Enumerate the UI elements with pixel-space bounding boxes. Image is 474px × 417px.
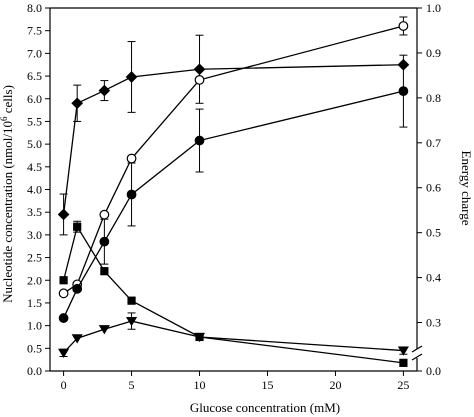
- y-tick-label: 3.5: [27, 205, 42, 219]
- data-point: [71, 97, 84, 110]
- y2-tick-label: 0.5: [426, 226, 441, 240]
- data-point: [99, 236, 110, 247]
- data-point: [194, 135, 205, 146]
- y-tick-label: 6.5: [27, 69, 42, 83]
- x-tick-label: 20: [329, 378, 341, 392]
- data-point: [126, 153, 137, 164]
- series-line: [62, 225, 404, 364]
- data-point: [73, 222, 82, 231]
- x-axis-title: Glucose concentration (mM): [190, 400, 340, 415]
- data-point: [126, 189, 137, 200]
- series-circle-000000: [58, 54, 409, 323]
- y-tick-label: 7.0: [27, 46, 42, 60]
- series-line: [63, 320, 404, 354]
- y2-break-mark-upper: [411, 345, 423, 353]
- y-axis-title: Nucleotide concentration (nmol/106 cells…: [0, 85, 15, 303]
- x-tick-label: 0: [61, 378, 67, 392]
- data-point: [397, 346, 409, 356]
- series-circle-ffffff: [58, 16, 409, 299]
- y-tick-label: 2.5: [27, 251, 42, 265]
- data-point: [125, 316, 138, 327]
- series-line: [62, 64, 404, 215]
- y-tick-label: 1.0: [27, 319, 42, 333]
- series-triangle-down-000000: [58, 312, 409, 359]
- x-tick-label: 25: [397, 378, 409, 392]
- y-axis-title-main: Nucleotide concentration (nmol/10: [0, 121, 15, 303]
- y2-tick-label: 0.3: [426, 316, 441, 330]
- x-tick-label: 10: [194, 378, 206, 392]
- y2-break-mark-lower: [411, 353, 423, 361]
- y2-axis-title: Energy charge: [459, 151, 474, 226]
- data-point: [127, 296, 136, 305]
- y-tick-label: 4.0: [27, 183, 42, 197]
- y-tick-label: 0.5: [27, 341, 42, 355]
- y-tick-label: 7.5: [27, 24, 42, 38]
- data-point: [193, 332, 206, 343]
- y2-tick-label: 0.4: [426, 271, 441, 285]
- data-point: [193, 63, 206, 76]
- data-point: [98, 325, 110, 335]
- y-tick-label: 6.0: [27, 92, 42, 106]
- y-tick-label: 2.0: [27, 273, 42, 287]
- y-axis-title-sup: 6: [0, 116, 9, 121]
- y2-tick-label: 0.9: [426, 46, 441, 60]
- data-point: [98, 84, 111, 97]
- data-point: [71, 334, 83, 344]
- y-tick-label: 4.5: [27, 160, 42, 174]
- series-diamond-000000: [57, 34, 410, 236]
- y2-tick-label: 0.6: [426, 181, 441, 195]
- series-line: [63, 90, 404, 319]
- data-point: [99, 209, 110, 220]
- data-point: [100, 267, 109, 276]
- y-tick-label: 1.5: [27, 296, 42, 310]
- y2-tick-label: 1.0: [426, 1, 441, 15]
- y-tick-label: 3.0: [27, 228, 42, 242]
- data-point: [59, 276, 68, 285]
- data-point: [57, 208, 70, 221]
- data-point: [72, 283, 83, 294]
- data-point: [125, 71, 138, 83]
- series-square-000000: [59, 220, 408, 367]
- data-point: [58, 288, 69, 299]
- data-point: [399, 358, 408, 367]
- data-point: [398, 21, 409, 31]
- data-point: [398, 86, 409, 97]
- series-layer: [57, 16, 410, 367]
- data-point: [58, 313, 69, 323]
- y2-tick-label: 0.7: [426, 136, 441, 150]
- y-axis-title-tail: cells): [0, 85, 15, 116]
- y2-tick-label: 0.8: [426, 91, 441, 105]
- y-tick-label: 0.0: [27, 364, 42, 378]
- data-point: [194, 74, 205, 85]
- y-tick-label: 8.0: [27, 1, 42, 15]
- data-point: [58, 348, 70, 359]
- x-tick-label: 5: [129, 378, 135, 392]
- y2-tick-label: 0.0: [426, 364, 441, 378]
- axes: 0 5 10 15 20 25 0.0 0.5 1.0 1.5 2.0 2.5 3.0 3.5 4.0 4.5…: [27, 1, 441, 392]
- x-tick-label: 15: [261, 378, 273, 392]
- y-tick-label: 5.0: [27, 137, 42, 151]
- y-tick-label: 5.5: [27, 114, 42, 128]
